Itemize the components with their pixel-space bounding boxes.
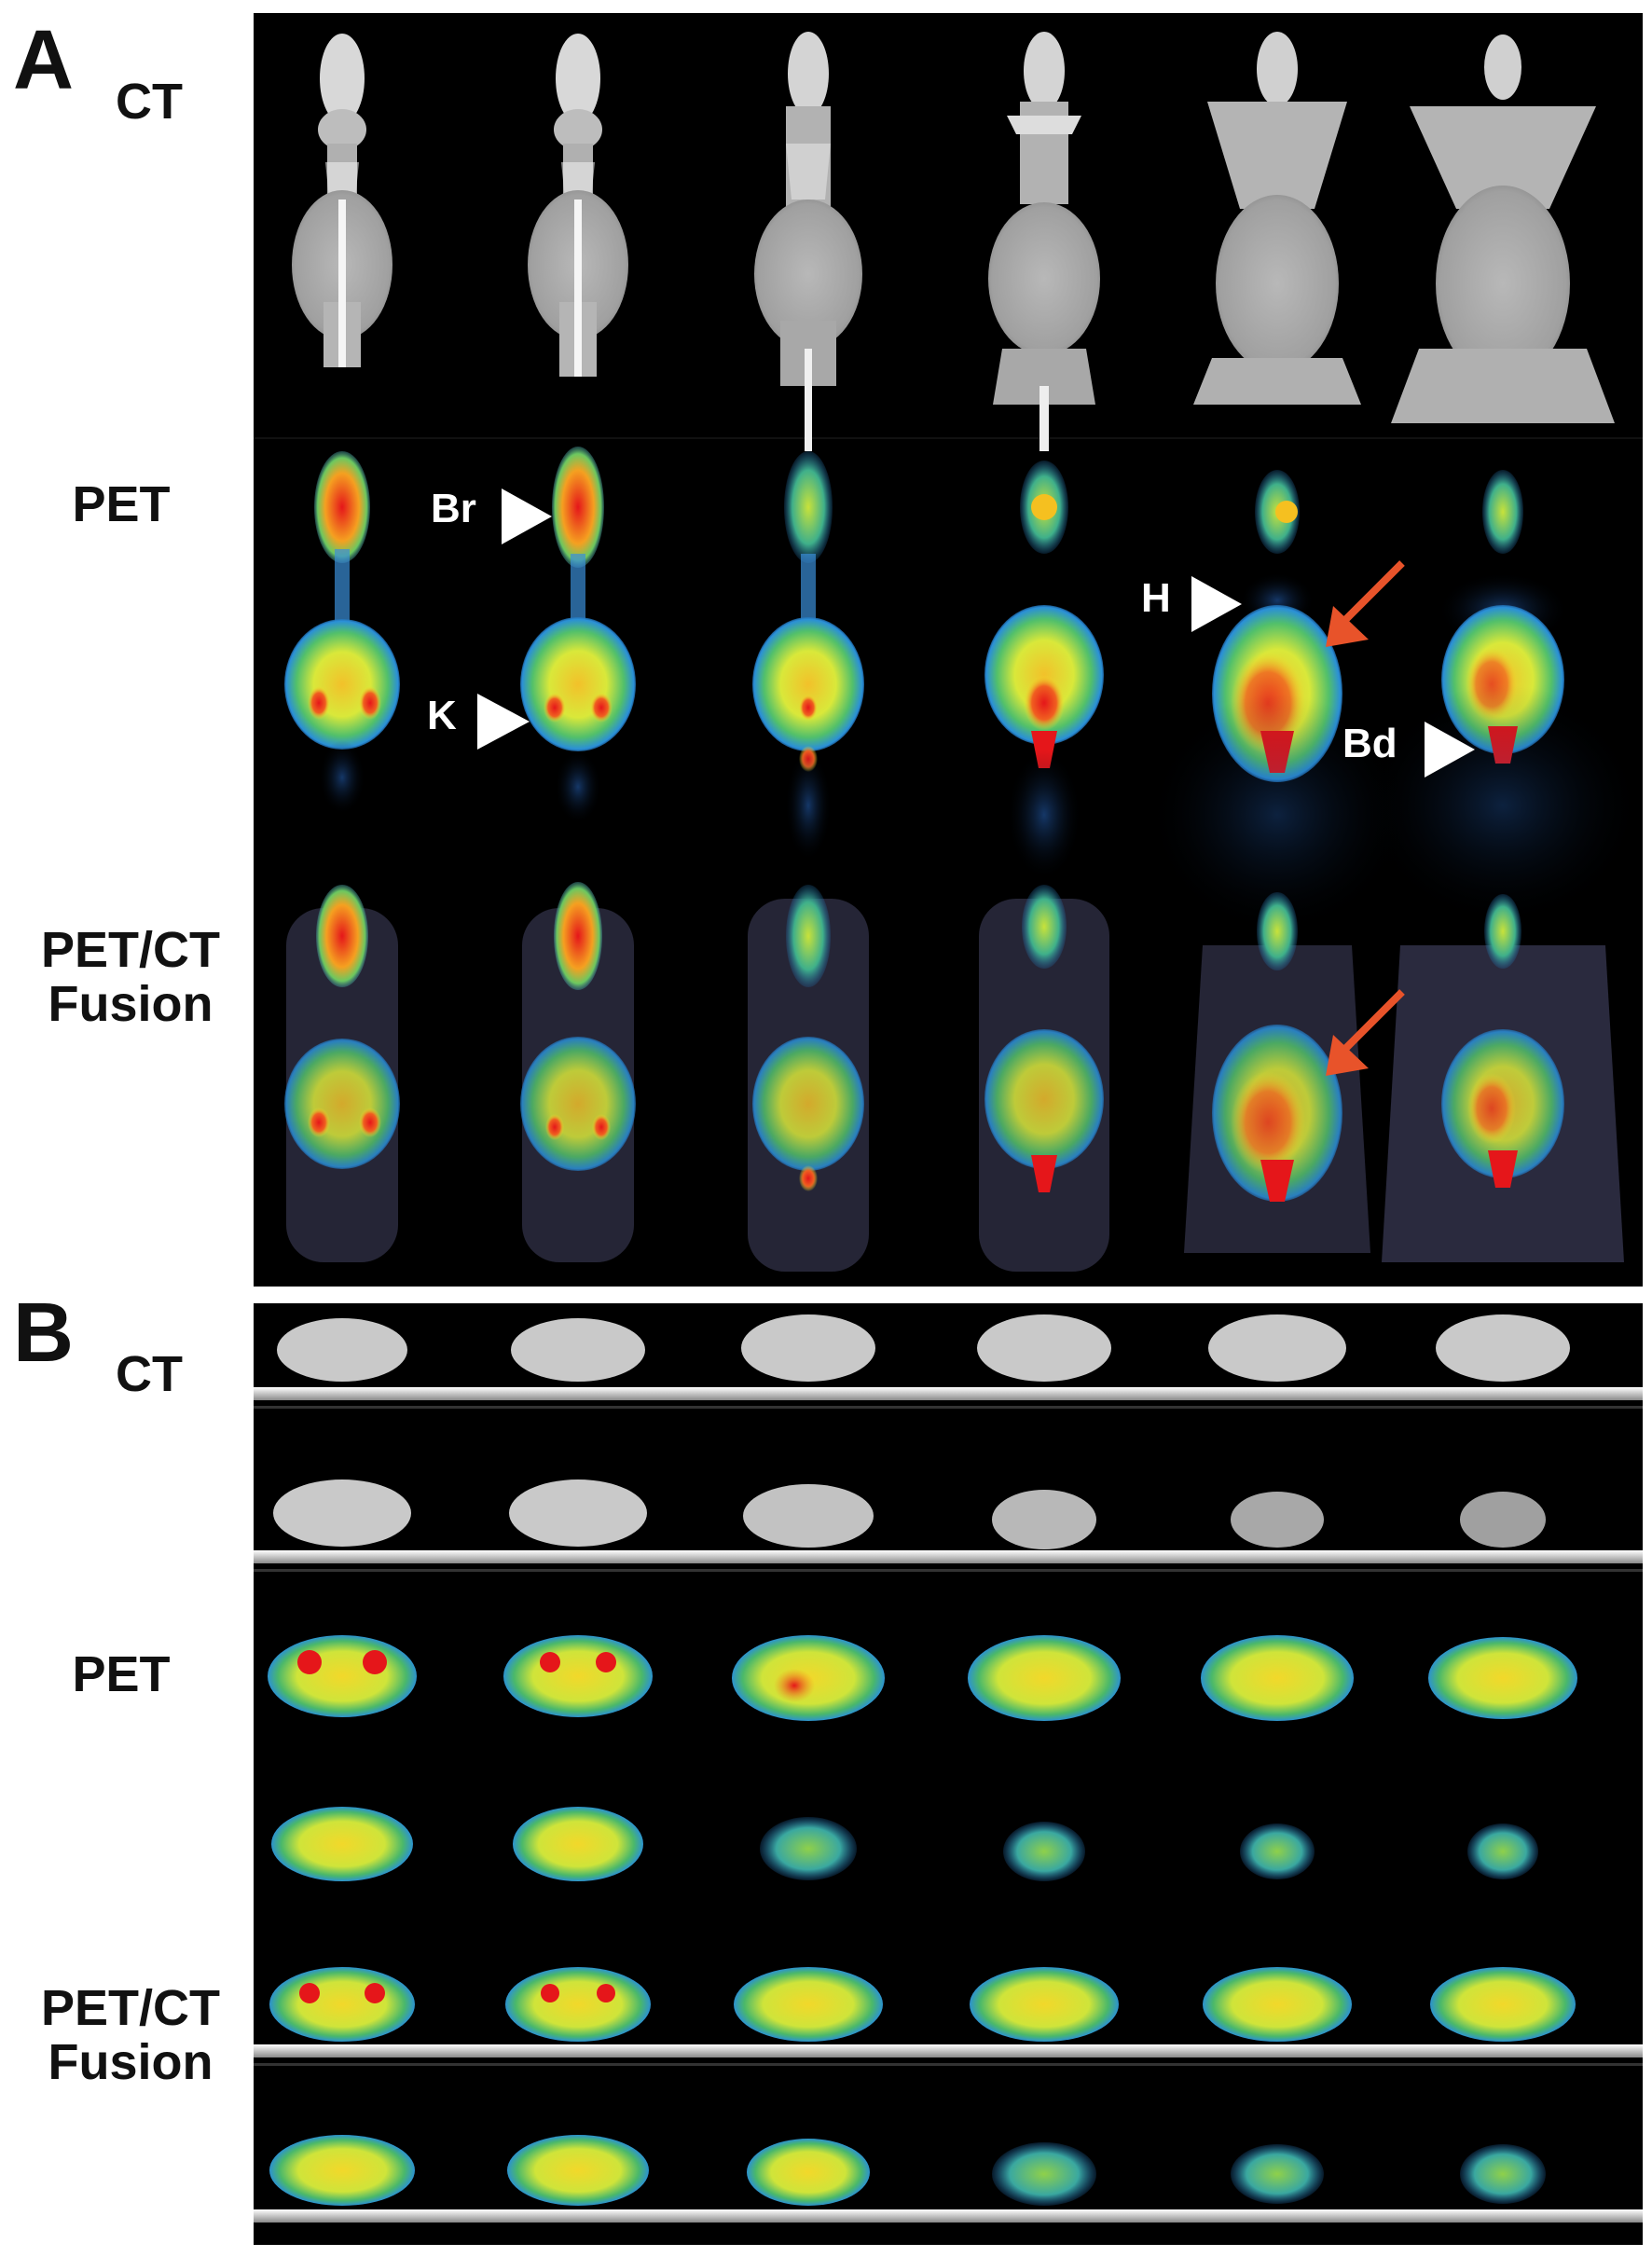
panel-b-image (254, 1303, 1643, 2245)
arrowhead-k-icon (477, 694, 530, 750)
panel-a-ct-row (292, 32, 1615, 451)
arrowhead-bd-icon (1425, 722, 1475, 778)
annotation-heart: H (1141, 575, 1242, 632)
panel-b-pet-strip-2 (271, 1807, 1538, 1881)
panel-a-image: Br K H Bd (254, 13, 1643, 1287)
panel-b-fusion-label: PET/CT Fusion (40, 1980, 220, 2091)
panel-a-fusion-row (284, 882, 1624, 1272)
panel-b-ct-strip-2 (254, 1479, 1643, 1563)
orange-arrow-fusion (1326, 989, 1405, 1076)
annotation-k-label: K (427, 693, 457, 738)
annotation-bd-label: Bd (1342, 721, 1397, 766)
panel-b-pet-label: PET (72, 1646, 171, 1702)
panel-b-pet-strip-1 (268, 1635, 1577, 1721)
panel-letter-a: A (13, 14, 74, 107)
orange-arrow-pet (1326, 560, 1405, 647)
annotation-kidney: K (427, 693, 530, 750)
panel-b-ct-label: CT (116, 1346, 183, 1402)
panel-a-ct-label: CT (116, 74, 183, 130)
panel-b-svg (254, 1314, 1643, 2223)
annotation-brain: Br (431, 486, 552, 544)
annotation-br-label: Br (431, 486, 476, 531)
panel-b-fusion-strip-1 (254, 1967, 1643, 2057)
panel-a-fusion-label: PET/CT Fusion (40, 922, 220, 1033)
panel-a-svg: Br K H Bd (254, 32, 1643, 1272)
panel-letter-b: B (13, 1287, 74, 1380)
panel-b-fusion-strip-2 (254, 2135, 1643, 2223)
panel-a-pet-row: Br K H Bd (284, 447, 1643, 936)
arrowhead-h-icon (1191, 576, 1242, 632)
orange-arrow-fusion-icon (1326, 1035, 1369, 1076)
panel-b-ct-strip-1 (254, 1314, 1643, 1400)
annotation-bladder: Bd (1342, 721, 1475, 778)
panel-a-pet-label: PET (72, 476, 171, 532)
arrowhead-br-icon (502, 489, 552, 544)
orange-arrow-pet-icon (1326, 606, 1369, 647)
annotation-h-label: H (1141, 575, 1171, 621)
